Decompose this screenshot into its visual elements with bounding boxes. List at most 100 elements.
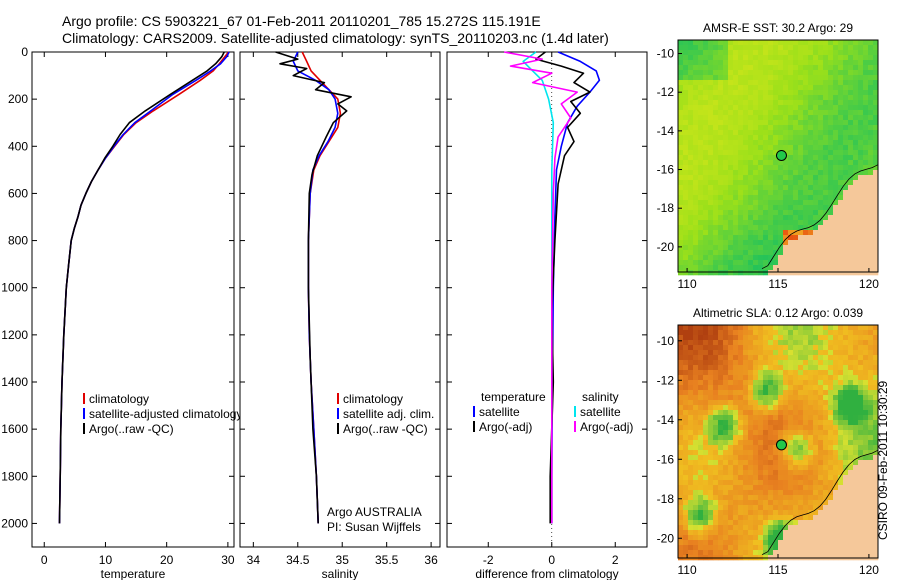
sla_map-cell	[773, 410, 779, 416]
sla_map-cell	[778, 420, 784, 426]
sla_map-cell	[753, 500, 759, 506]
sla_map-cell	[853, 445, 859, 451]
sst_map-cell	[783, 235, 789, 241]
sst_map-cell	[813, 110, 819, 116]
sla_map-cell	[768, 345, 774, 351]
sla_map-cell	[843, 500, 849, 506]
sla_map-cell	[688, 485, 694, 491]
sla_map-cell	[733, 425, 739, 431]
sla_map-cell	[783, 395, 789, 401]
sst_map-cell	[823, 190, 829, 196]
sst_map-cell	[818, 250, 824, 256]
sla_map-cell	[738, 475, 744, 481]
sst_map-cell	[678, 230, 684, 236]
sst_map-cell	[713, 255, 719, 261]
sla_map-cell	[713, 335, 719, 341]
sla_map-cell	[708, 350, 714, 356]
sst_map-cell	[683, 255, 689, 261]
sst_map-cell	[748, 175, 754, 181]
sst_map-cell	[803, 170, 809, 176]
sst_map-cell	[873, 85, 879, 91]
sst_map-cell	[808, 260, 814, 266]
sla_map-cell	[818, 385, 824, 391]
sla_map-cell	[853, 350, 859, 356]
sla_map-cell	[863, 375, 869, 381]
sla_map-cell	[788, 440, 794, 446]
sst_map-cell	[783, 170, 789, 176]
sla_map-cell	[723, 355, 729, 361]
sla_map-cell	[738, 420, 744, 426]
sst_map-cell	[838, 225, 844, 231]
sla_map-cell	[838, 345, 844, 351]
sla_map-cell	[758, 335, 764, 341]
sst_map-cell	[768, 230, 774, 236]
sst_map-cell	[713, 100, 719, 106]
sst_map-cell	[713, 215, 719, 221]
sla_map-cell	[723, 405, 729, 411]
sla_map-cell	[843, 435, 849, 441]
sst_map-cell	[763, 265, 769, 271]
sst_map-cell	[778, 165, 784, 171]
sst_map-cell	[758, 115, 764, 121]
sla_map-cell	[703, 425, 709, 431]
sst_map-cell	[793, 135, 799, 141]
sla_map-cell	[863, 365, 869, 371]
sst_map-xtick-label: 110	[678, 277, 697, 291]
sla_map-cell	[858, 470, 864, 476]
sst_map-cell	[828, 220, 834, 226]
sla_map-cell	[708, 435, 714, 441]
sst_map-cell	[873, 195, 879, 201]
sla_map-cell	[803, 520, 809, 526]
sla_map-cell	[783, 540, 789, 546]
sla_map-cell	[763, 395, 769, 401]
sst_map-cell	[693, 165, 699, 171]
sla_map-cell	[818, 325, 824, 331]
sst_map-cell	[703, 250, 709, 256]
sla_map-cell	[808, 445, 814, 451]
sla_map-cell	[783, 390, 789, 396]
sst_map-cell	[838, 130, 844, 136]
sst_map-cell	[678, 190, 684, 196]
sla_map-cell	[738, 500, 744, 506]
sla_map-cell	[678, 475, 684, 481]
sla_map-cell	[768, 350, 774, 356]
salinity-series-argo-raw-qc	[275, 51, 352, 524]
sla_map-cell	[698, 435, 704, 441]
sla_map-cell	[748, 340, 754, 346]
sst_map-cell	[723, 270, 729, 276]
sst_map-cell	[708, 250, 714, 256]
sst_map-cell	[678, 80, 684, 86]
sst_map-cell	[778, 75, 784, 81]
sla_map-cell	[728, 535, 734, 541]
sst_map-cell	[748, 210, 754, 216]
sst_map-cell	[708, 215, 714, 221]
sla_map-cell	[753, 355, 759, 361]
sla_map-cell	[863, 470, 869, 476]
sla_map-cell	[728, 465, 734, 471]
sst_map-cell	[758, 45, 764, 51]
sla_map-cell	[863, 520, 869, 526]
sst_map-ytick-label: -20	[657, 240, 675, 254]
sst_map-cell	[678, 65, 684, 71]
sla_map-cell	[868, 340, 874, 346]
sst_map-cell	[773, 40, 779, 46]
sla_map-cell	[733, 525, 739, 531]
sst_map-cell	[728, 50, 734, 56]
sla_map-cell	[778, 430, 784, 436]
sla_map-cell	[813, 390, 819, 396]
sla_map-cell	[783, 460, 789, 466]
sst_map-cell	[843, 160, 849, 166]
sla_map-cell	[698, 550, 704, 556]
sla_map-cell	[783, 485, 789, 491]
sst_map-cell	[813, 75, 819, 81]
sst_map-cell	[858, 75, 864, 81]
sla_map-cell	[703, 400, 709, 406]
sla_map-cell	[723, 425, 729, 431]
sla_map-cell	[713, 545, 719, 551]
sla_map-cell	[748, 390, 754, 396]
sst_map-cell	[763, 65, 769, 71]
sst_map-cell	[723, 115, 729, 121]
sst_map-cell	[713, 225, 719, 231]
sla_map-cell	[748, 475, 754, 481]
